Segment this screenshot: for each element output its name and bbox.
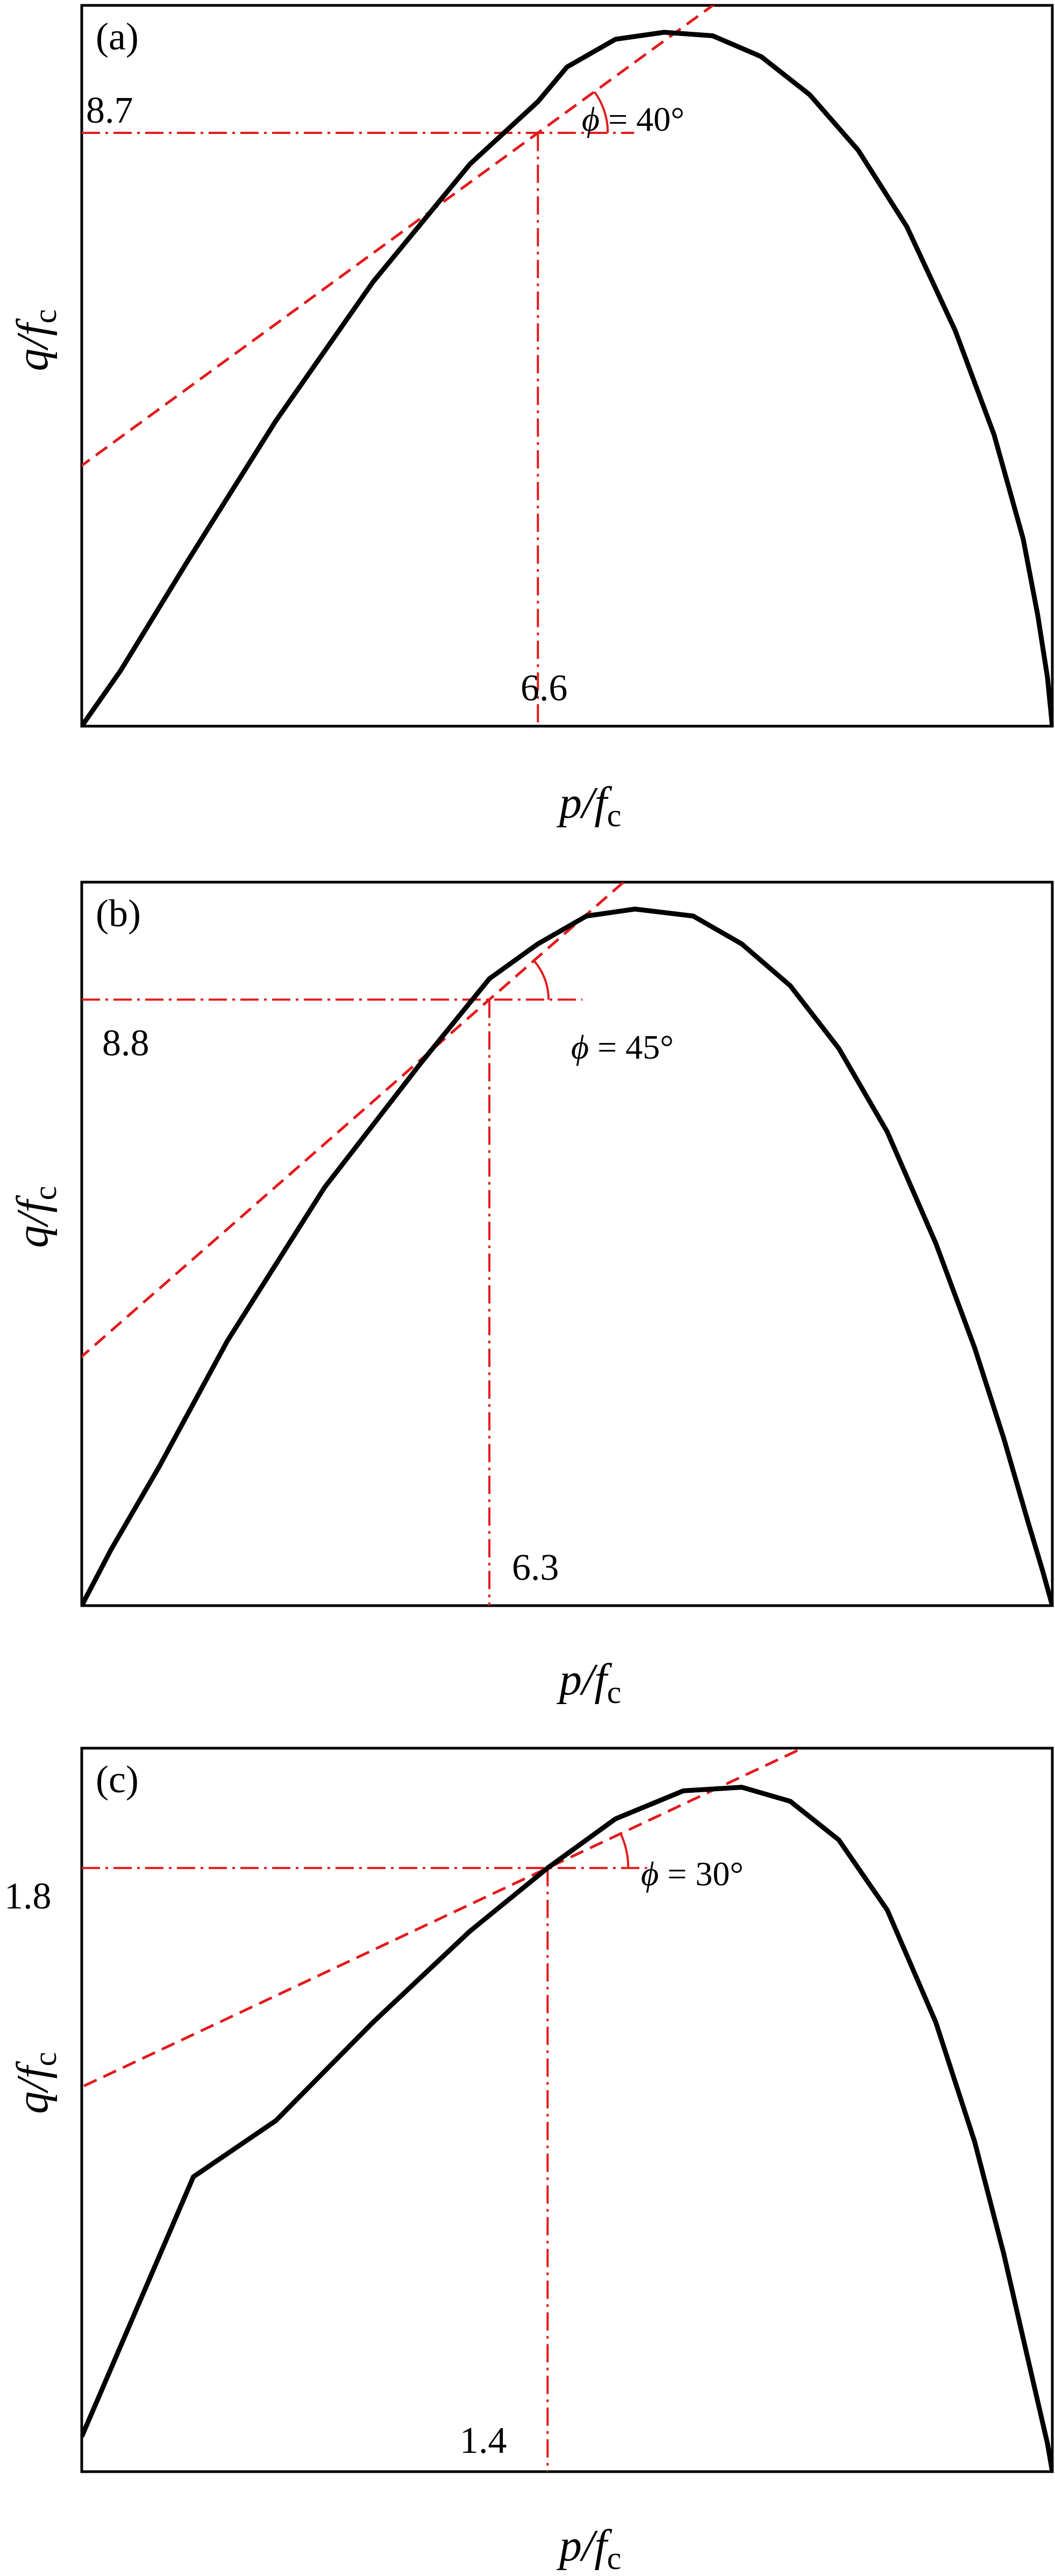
angle-symbol: ϕ xyxy=(582,100,600,138)
y-axis-label: q/fc xyxy=(8,309,63,371)
angle-symbol: ϕ xyxy=(571,1028,589,1066)
p-value-label: 6.6 xyxy=(521,668,568,709)
plot-frame xyxy=(80,4,1054,728)
angle-arc xyxy=(619,1833,630,1868)
plot-frame xyxy=(80,1747,1054,2473)
tangent-line xyxy=(82,882,626,1359)
y-axis-label: q/fc xyxy=(8,2052,63,2114)
x-axis-label: p/fc xyxy=(557,778,621,833)
p-value-label: 6.3 xyxy=(512,1547,559,1588)
q-value-label: 1.8 xyxy=(4,1876,52,1917)
y-axis-label: q/fc xyxy=(8,1186,63,1248)
yield-curve xyxy=(82,906,1052,1606)
panel-label: (c) xyxy=(96,1758,139,1801)
yield-curve xyxy=(82,1785,1052,2472)
panel-b: (b) 8.8 6.3 ϕ = 45° p/fc q/fc xyxy=(8,881,1054,1710)
angle-arc xyxy=(593,91,609,133)
panel-a: (a) 8.7 6.6 ϕ = 40° p/fc q/fc xyxy=(8,4,1054,833)
angle-value: = 30° xyxy=(659,1855,744,1893)
q-value-label: 8.7 xyxy=(86,90,133,131)
angle-arc xyxy=(533,960,550,1000)
panel-c: (c) 1.8 1.4 ϕ = 30° p/fc q/fc xyxy=(4,1747,1054,2576)
panel-label: (a) xyxy=(96,15,139,58)
yield-curve xyxy=(82,30,1052,726)
angle-label: ϕ = 40° xyxy=(582,100,685,138)
x-axis-label: p/fc xyxy=(557,2521,621,2576)
q-value-label: 8.8 xyxy=(102,1023,149,1064)
angle-label: ϕ = 30° xyxy=(641,1855,744,1893)
panel-label: (b) xyxy=(96,892,141,935)
angle-value: = 45° xyxy=(589,1028,674,1066)
angle-value: = 40° xyxy=(600,100,685,138)
x-axis-label: p/fc xyxy=(557,1655,621,1710)
angle-symbol: ϕ xyxy=(641,1855,659,1893)
p-value-label: 1.4 xyxy=(460,2420,507,2461)
plot-frame xyxy=(80,881,1054,1607)
tangent-line xyxy=(82,5,715,467)
angle-label: ϕ = 45° xyxy=(571,1028,674,1066)
